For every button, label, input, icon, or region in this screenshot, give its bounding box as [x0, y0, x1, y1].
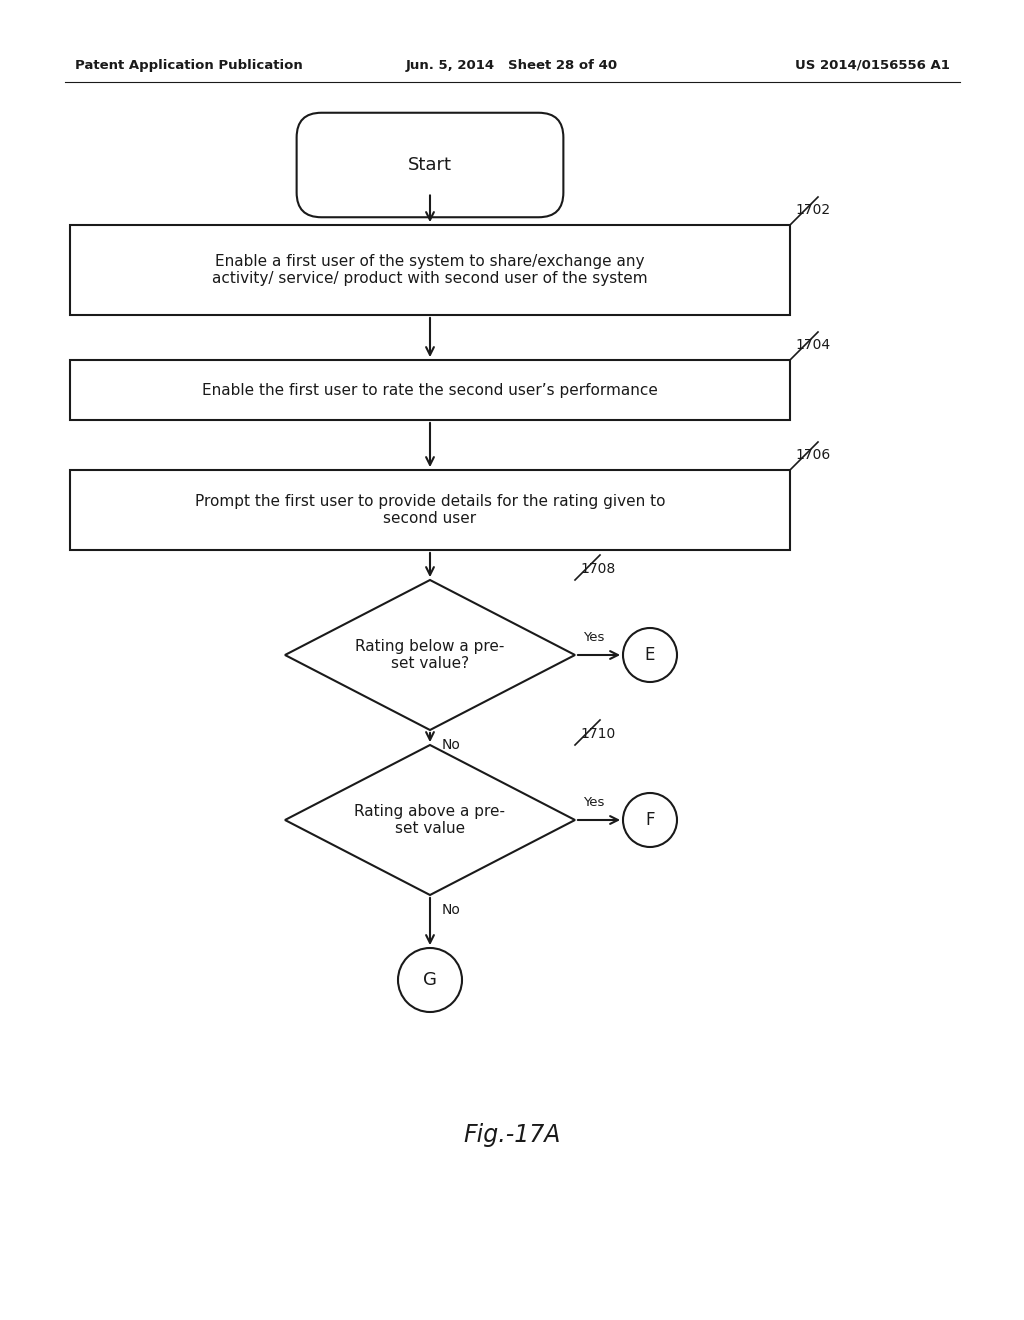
Text: G: G: [423, 972, 437, 989]
Bar: [70, 360, 790, 420]
Text: Jun. 5, 2014   Sheet 28 of 40: Jun. 5, 2014 Sheet 28 of 40: [406, 58, 618, 71]
Polygon shape: [285, 579, 575, 730]
Text: E: E: [645, 645, 655, 664]
Circle shape: [398, 948, 462, 1012]
Text: US 2014/0156556 A1: US 2014/0156556 A1: [795, 58, 950, 71]
Text: Fig.-17A: Fig.-17A: [463, 1123, 561, 1147]
Text: 1708: 1708: [580, 562, 615, 576]
Text: Yes: Yes: [583, 631, 604, 644]
Text: Enable the first user to rate the second user’s performance: Enable the first user to rate the second…: [202, 383, 658, 397]
Text: 1702: 1702: [795, 203, 830, 216]
Text: F: F: [645, 810, 654, 829]
Text: Enable a first user of the system to share/exchange any
activity/ service/ produ: Enable a first user of the system to sha…: [212, 253, 648, 286]
Text: Rating above a pre-
set value: Rating above a pre- set value: [354, 804, 506, 836]
Bar: [70, 470, 790, 550]
Polygon shape: [285, 744, 575, 895]
Text: 1710: 1710: [580, 727, 615, 741]
Circle shape: [623, 793, 677, 847]
Text: Prompt the first user to provide details for the rating given to
second user: Prompt the first user to provide details…: [195, 494, 666, 527]
Text: No: No: [442, 738, 461, 752]
Circle shape: [623, 628, 677, 682]
Text: 1704: 1704: [795, 338, 830, 352]
Text: 1706: 1706: [795, 447, 830, 462]
Bar: [70, 224, 790, 315]
Text: Yes: Yes: [583, 796, 604, 809]
Text: Rating below a pre-
set value?: Rating below a pre- set value?: [355, 639, 505, 671]
FancyBboxPatch shape: [297, 112, 563, 218]
Text: Start: Start: [408, 156, 452, 174]
Text: No: No: [442, 903, 461, 917]
Text: Patent Application Publication: Patent Application Publication: [75, 58, 303, 71]
